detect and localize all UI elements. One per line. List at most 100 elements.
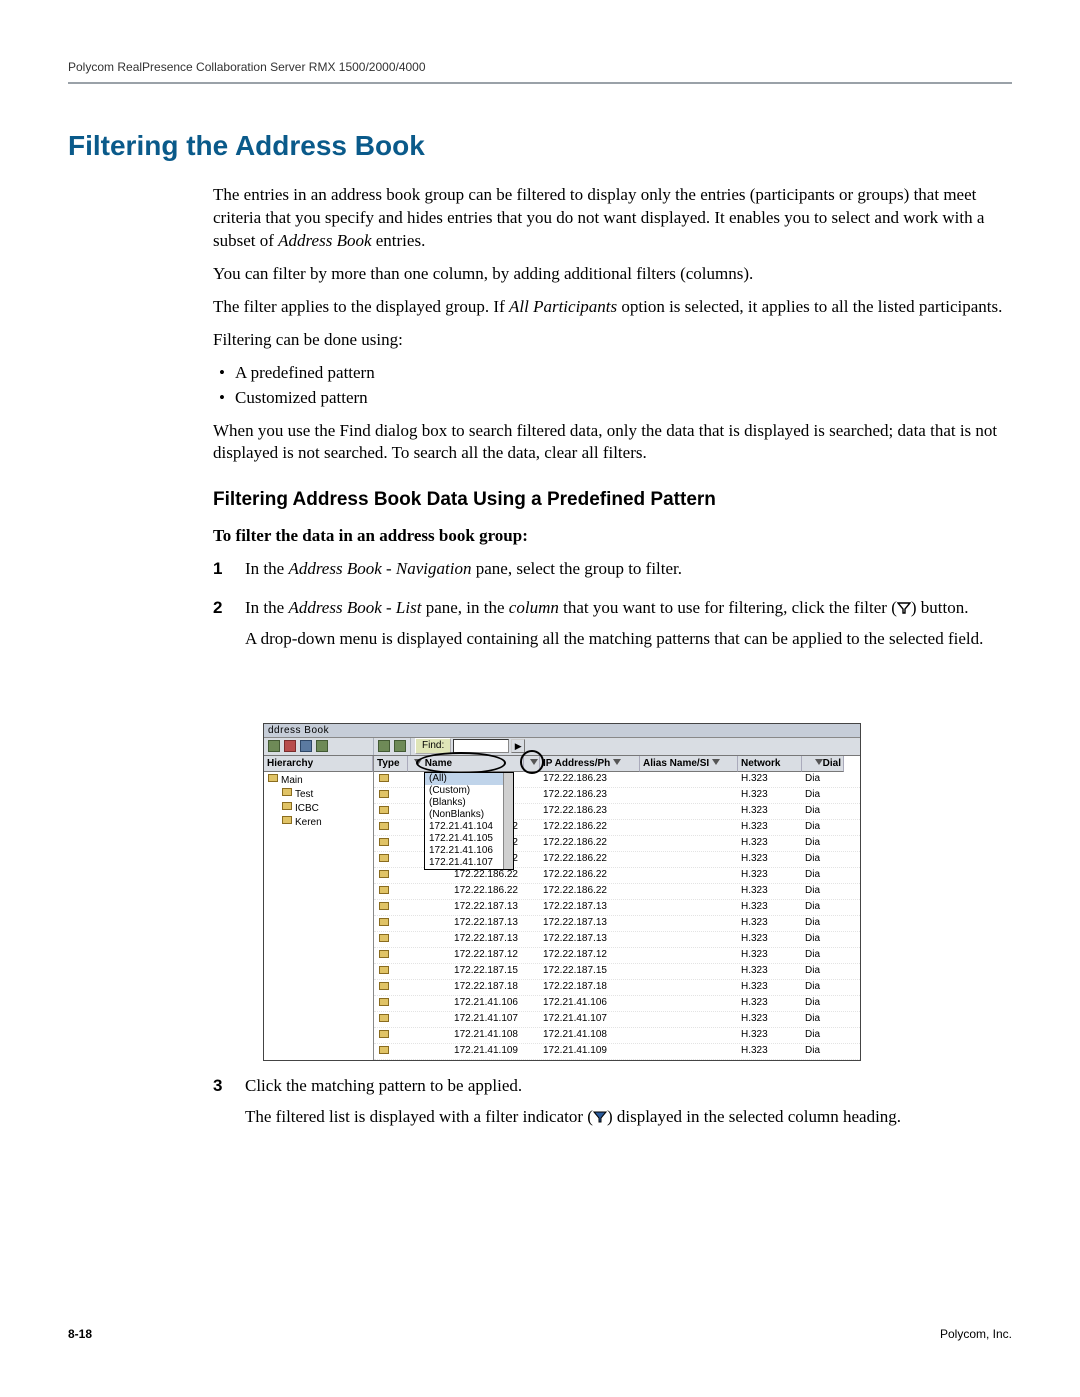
filter-dropdown[interactable]: (All)(Custom)(Blanks)(NonBlanks)172.21.4… — [424, 772, 514, 870]
step-2: 2 In the Address Book - List pane, in th… — [213, 597, 1012, 1067]
tree-item[interactable]: ICBC — [268, 802, 371, 816]
table-row[interactable]: 172.22.187.12172.22.187.12H.323Dia — [374, 948, 860, 964]
table-row[interactable]: 172.21.41.106172.21.41.106H.323Dia — [374, 996, 860, 1012]
header-rule — [68, 82, 1012, 84]
hierarchy-header: Hierarchy — [264, 756, 373, 772]
tree: Main Test ICBC Keren — [264, 772, 373, 830]
footer-company: Polycom, Inc. — [940, 1327, 1012, 1341]
table-row[interactable]: 172.21.41.107172.21.41.107H.323Dia — [374, 1012, 860, 1028]
body-column: The entries in an address book group can… — [213, 184, 1012, 1137]
dropdown-item[interactable]: (NonBlanks) — [425, 809, 513, 821]
col-dial[interactable]: Dial — [802, 756, 844, 772]
participant-icon — [379, 934, 389, 942]
page-header: Polycom RealPresence Collaboration Serve… — [68, 60, 1012, 74]
steps: 1 In the Address Book - Navigation pane,… — [213, 558, 1012, 1137]
funnel-icon[interactable] — [815, 759, 823, 765]
participant-icon — [379, 1030, 389, 1038]
find-input[interactable] — [453, 739, 509, 753]
col-alias[interactable]: Alias Name/SI — [640, 756, 738, 772]
dropdown-item[interactable]: (All) — [425, 773, 513, 785]
folder-icon — [282, 816, 292, 824]
toolbar-icon[interactable] — [316, 740, 328, 752]
funnel-icon[interactable] — [613, 759, 621, 765]
bullet-item: A predefined pattern — [213, 362, 1012, 385]
bullet-item: Customized pattern — [213, 387, 1012, 410]
intro-p4: Filtering can be done using: — [213, 329, 1012, 352]
dropdown-item[interactable]: 172.21.41.104 — [425, 821, 513, 833]
step-3: 3 Click the matching pattern to be appli… — [213, 1075, 1012, 1137]
folder-icon — [282, 802, 292, 810]
participant-icon — [379, 886, 389, 894]
funnel-icon[interactable] — [712, 759, 720, 765]
intro-p5: When you use the Find dialog box to sear… — [213, 420, 1012, 466]
col-name[interactable]: Name — [408, 756, 524, 772]
data-pane: Type Name IP Address/Ph Alias Name/SI Ne… — [374, 756, 860, 1060]
step-1: 1 In the Address Book - Navigation pane,… — [213, 558, 1012, 589]
participant-icon — [379, 790, 389, 798]
screenshot-window: ddress Book — [263, 723, 861, 1061]
table-row[interactable]: 172.22.187.13172.22.187.13H.323Dia — [374, 900, 860, 916]
column-headers: Type Name IP Address/Ph Alias Name/SI Ne… — [374, 756, 860, 772]
participant-icon — [379, 806, 389, 814]
dropdown-item[interactable]: 172.21.41.107 — [425, 857, 513, 869]
toolbar-icon[interactable] — [284, 740, 296, 752]
participant-icon — [379, 870, 389, 878]
scrollbar[interactable] — [503, 773, 513, 869]
funnel-icon[interactable] — [414, 759, 422, 765]
tree-item[interactable]: Keren — [268, 816, 371, 830]
find-label: Find: — [415, 738, 451, 754]
toolbar-icon[interactable] — [268, 740, 280, 752]
tree-root[interactable]: Main — [268, 774, 371, 788]
find-go-button[interactable]: ▶ — [511, 739, 525, 753]
tree-item[interactable]: Test — [268, 788, 371, 802]
data-rows: (All)(Custom)(Blanks)(NonBlanks)172.21.4… — [374, 772, 860, 1060]
participant-icon — [379, 966, 389, 974]
participant-icon — [379, 1046, 389, 1054]
toolbar: Find: ▶ — [264, 738, 860, 756]
figure: Filtering Options Selected Column Filter… — [245, 723, 1012, 1061]
participant-icon — [379, 982, 389, 990]
dropdown-item[interactable]: 172.21.41.106 — [425, 845, 513, 857]
funnel-icon — [593, 1107, 607, 1119]
intro-p2: You can filter by more than one column, … — [213, 263, 1012, 286]
page-title: Filtering the Address Book — [68, 130, 1012, 162]
participant-icon — [379, 998, 389, 1006]
intro-p1: The entries in an address book group can… — [213, 184, 1012, 253]
window-title: ddress Book — [264, 724, 860, 738]
funnel-icon — [897, 598, 911, 610]
col-ip[interactable]: IP Address/Ph — [540, 756, 640, 772]
toolbar-icon[interactable] — [300, 740, 312, 752]
folder-icon — [282, 788, 292, 796]
table-row[interactable]: 172.21.41.109172.21.41.109H.323Dia — [374, 1044, 860, 1060]
dropdown-item[interactable]: (Custom) — [425, 785, 513, 797]
table-row[interactable]: 172.22.187.13172.22.187.13H.323Dia — [374, 932, 860, 948]
folder-icon — [268, 774, 278, 782]
participant-icon — [379, 1014, 389, 1022]
participant-icon — [379, 774, 389, 782]
toolbar-icon[interactable] — [378, 740, 390, 752]
col-blank[interactable] — [524, 756, 540, 772]
find-box: Find: ▶ — [411, 738, 529, 755]
participant-icon — [379, 918, 389, 926]
participant-icon — [379, 950, 389, 958]
table-row[interactable]: 172.22.187.13172.22.187.13H.323Dia — [374, 916, 860, 932]
col-network[interactable]: Network — [738, 756, 802, 772]
funnel-icon[interactable] — [530, 759, 538, 765]
table-row[interactable]: 172.22.187.18172.22.187.18H.323Dia — [374, 980, 860, 996]
participant-icon — [379, 854, 389, 862]
section-heading: Filtering Address Book Data Using a Pred… — [213, 487, 1012, 513]
table-row[interactable]: 172.22.186.22172.22.186.22H.323Dia — [374, 884, 860, 900]
dropdown-item[interactable]: (Blanks) — [425, 797, 513, 809]
intro-p3: The filter applies to the displayed grou… — [213, 296, 1012, 319]
participant-icon — [379, 902, 389, 910]
participant-icon — [379, 822, 389, 830]
toolbar-icon[interactable] — [394, 740, 406, 752]
table-row[interactable]: 172.22.187.15172.22.187.15H.323Dia — [374, 964, 860, 980]
col-type[interactable]: Type — [374, 756, 408, 772]
dropdown-item[interactable]: 172.21.41.105 — [425, 833, 513, 845]
intro-bullets: A predefined pattern Customized pattern — [213, 362, 1012, 410]
table-row[interactable]: 172.21.41.108172.21.41.108H.323Dia — [374, 1028, 860, 1044]
table-row[interactable]: 172.22.186.22172.22.186.22H.323Dia — [374, 868, 860, 884]
hierarchy-pane: Hierarchy Main Test ICBC Keren — [264, 756, 374, 1060]
page-number: 8-18 — [68, 1327, 92, 1341]
